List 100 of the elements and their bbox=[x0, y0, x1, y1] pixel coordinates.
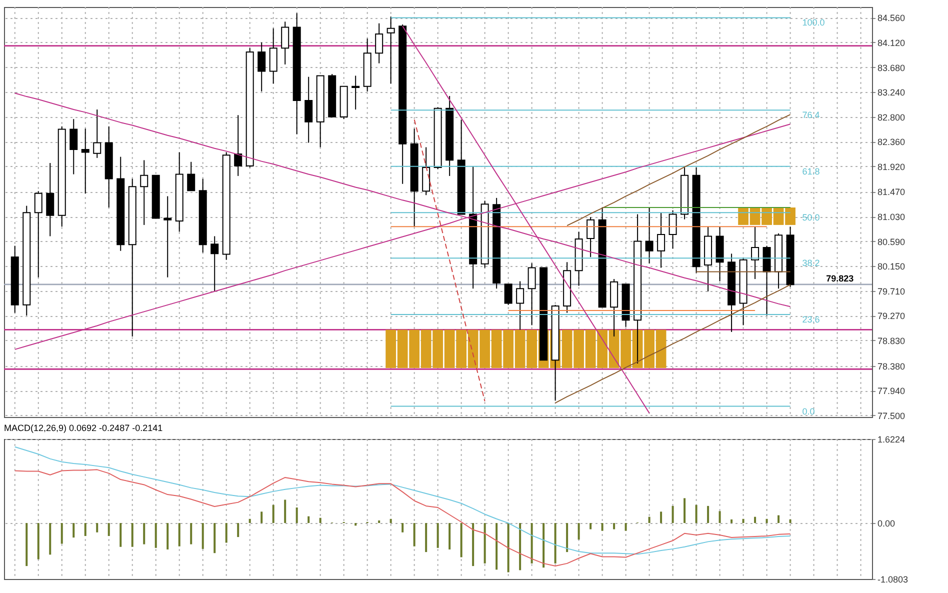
bar bbox=[590, 523, 592, 530]
y-tick-label: 77.500 bbox=[878, 410, 906, 421]
line-series bbox=[14, 446, 791, 555]
candlestick bbox=[352, 75, 360, 110]
y-tick-label: 82.360 bbox=[878, 137, 906, 148]
bar bbox=[190, 523, 192, 544]
series-label: 23.6 bbox=[802, 314, 820, 324]
y-tick-label: 79.270 bbox=[878, 311, 906, 322]
bar bbox=[460, 523, 462, 558]
bar bbox=[472, 523, 474, 566]
bar bbox=[37, 523, 40, 560]
candlestick bbox=[751, 226, 760, 280]
bar bbox=[718, 511, 721, 524]
bar bbox=[260, 512, 263, 524]
candlestick bbox=[210, 236, 219, 292]
y-tick-label: 80.590 bbox=[878, 236, 906, 247]
bar bbox=[26, 523, 28, 566]
bar bbox=[214, 523, 216, 554]
bar bbox=[684, 498, 686, 524]
bar bbox=[354, 523, 357, 526]
bar bbox=[319, 518, 322, 524]
candlestick bbox=[281, 21, 290, 65]
bar bbox=[308, 516, 310, 524]
bar bbox=[754, 516, 756, 524]
y-tick-label: 83.680 bbox=[878, 62, 906, 73]
bar bbox=[695, 504, 698, 524]
bar bbox=[624, 523, 627, 531]
bar bbox=[448, 523, 451, 550]
bar bbox=[390, 518, 392, 524]
bar bbox=[484, 523, 486, 564]
bar bbox=[566, 523, 568, 552]
y-tick-label: 78.830 bbox=[878, 336, 906, 346]
bar bbox=[402, 523, 404, 532]
candlestick bbox=[34, 190, 42, 278]
bar bbox=[648, 516, 650, 524]
bar bbox=[554, 523, 556, 564]
bar bbox=[237, 523, 240, 538]
candlestick bbox=[586, 216, 595, 258]
candlestick bbox=[187, 161, 196, 192]
series-label: 76.4 bbox=[802, 110, 820, 120]
series-label: 0.0 bbox=[802, 406, 815, 416]
bar bbox=[519, 523, 522, 570]
candlestick bbox=[164, 196, 172, 278]
bar bbox=[166, 523, 169, 550]
series-label: 100.0 bbox=[802, 18, 825, 28]
bar bbox=[496, 523, 498, 570]
ref-line-label: 79.823 bbox=[826, 273, 854, 284]
y-tick-label: 0.00 bbox=[878, 518, 896, 529]
bar bbox=[766, 518, 768, 524]
bar bbox=[578, 523, 580, 540]
candlestick bbox=[81, 128, 90, 194]
bar bbox=[296, 508, 298, 524]
candlestick bbox=[386, 16, 395, 84]
bar bbox=[436, 523, 439, 548]
y-tick-label: 81.030 bbox=[878, 212, 906, 222]
bar bbox=[248, 518, 251, 524]
bar bbox=[272, 504, 274, 524]
bar bbox=[120, 523, 122, 547]
bar bbox=[202, 523, 204, 549]
candlestick bbox=[304, 76, 313, 144]
bar bbox=[530, 523, 533, 564]
y-tick-label: 84.120 bbox=[878, 38, 906, 48]
bar bbox=[49, 523, 52, 555]
candlestick bbox=[657, 212, 666, 268]
candlestick bbox=[46, 162, 54, 237]
bar bbox=[225, 523, 228, 543]
candlestick bbox=[528, 262, 536, 326]
candlestick bbox=[234, 114, 242, 176]
y-tick-label: 79.710 bbox=[878, 286, 906, 296]
bar bbox=[378, 520, 380, 524]
candlestick bbox=[504, 284, 512, 306]
bar bbox=[96, 523, 98, 532]
series-label: 50.0 bbox=[802, 212, 820, 223]
chart-title: MACD(12,26,9) 0.0692 -0.2487 -0.2141 bbox=[4, 423, 163, 433]
bar bbox=[131, 523, 134, 547]
y-tick-label: 80.150 bbox=[878, 262, 906, 272]
bar bbox=[730, 519, 733, 524]
line-series bbox=[414, 119, 486, 402]
bar bbox=[601, 523, 604, 531]
bar bbox=[72, 523, 75, 538]
bar bbox=[507, 523, 510, 572]
series-label: 61.8 bbox=[802, 166, 820, 176]
bar bbox=[154, 523, 157, 548]
y-tick-label: 77.940 bbox=[878, 386, 906, 396]
bar bbox=[60, 523, 63, 544]
bar bbox=[613, 523, 616, 530]
candlestick bbox=[422, 146, 430, 196]
candlestick bbox=[70, 118, 78, 175]
candlestick bbox=[375, 22, 384, 64]
y-tick-label: 81.470 bbox=[878, 187, 906, 198]
candlestick bbox=[93, 109, 102, 158]
line-series bbox=[554, 284, 791, 404]
bar bbox=[425, 523, 428, 552]
line-series bbox=[14, 469, 791, 567]
bar bbox=[108, 523, 110, 536]
bar bbox=[143, 523, 146, 544]
y-tick-label: 82.800 bbox=[878, 112, 906, 122]
bar bbox=[672, 506, 674, 524]
y-tick-label: 81.920 bbox=[878, 162, 906, 172]
candlestick bbox=[258, 42, 266, 92]
